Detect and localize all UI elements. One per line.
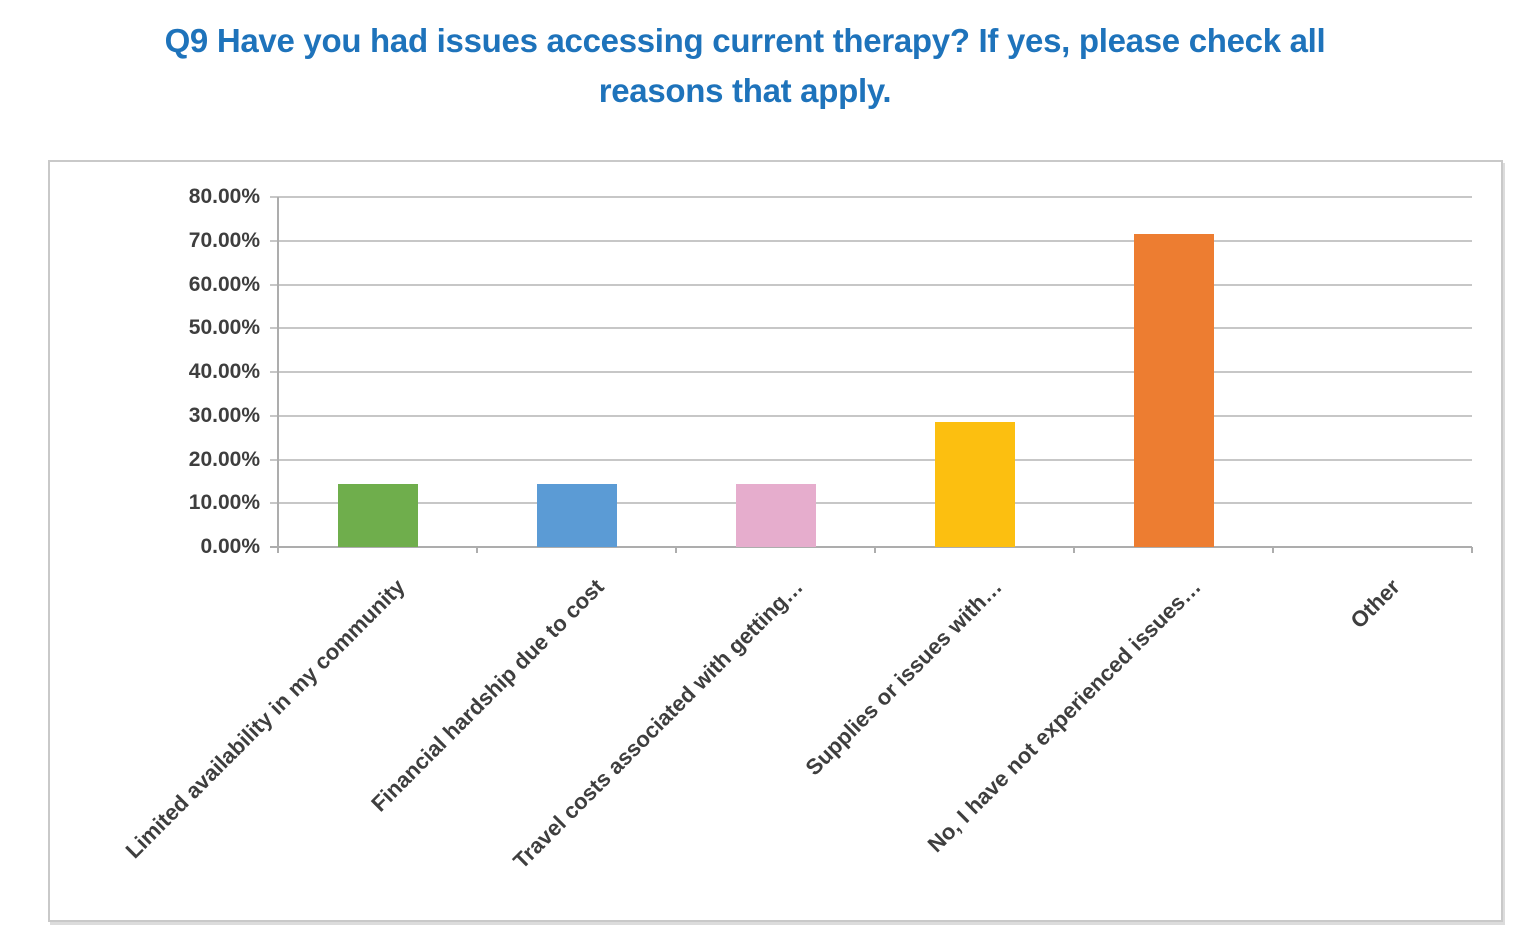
y-tick-label: 30.00% [188,403,260,427]
x-axis-line [270,546,1472,548]
gridline [270,502,1472,505]
chart-title: Q9 Have you had issues accessing current… [0,16,1490,116]
bar [934,422,1015,547]
y-tick-label: 40.00% [188,360,260,383]
x-axis-tick [1272,547,1274,553]
y-axis-line [277,197,279,553]
x-axis-tick [675,547,677,553]
gridline [270,414,1472,417]
y-tick-label: 60.00% [188,272,260,296]
x-axis-tick [476,547,478,553]
bar [337,484,418,547]
bar [536,484,617,547]
y-tick-label: 20.00% [188,447,260,471]
gridline [270,196,1472,198]
y-tick-label: 80.00% [188,185,260,208]
bar [735,484,816,547]
gridline [270,283,1472,286]
x-category-label: Supplies or issues with… [800,574,1007,781]
gridline [270,371,1472,373]
x-category-label: Travel costs associated with getting… [507,574,808,874]
chart-title-line-2: reasons that apply. [598,72,892,109]
x-axis-tick [874,547,876,553]
chart-area: 80.00% 70.00% 60.00% 50.00% 40.00% 30.00% 20.0… [48,160,1503,922]
x-axis-tick [1471,547,1473,553]
y-tick-label: 50.00% [188,316,260,340]
x-category-label: No, I have not experienced issues… [922,574,1206,858]
gridline [270,458,1472,461]
x-category-label: Limited availability in my community [120,574,410,864]
chart-title-line-1: Q9 Have you had issues accessing current… [164,22,1326,59]
y-tick-label: 70.00% [188,228,260,252]
gridline [270,327,1472,330]
bar [1133,234,1214,547]
x-category-label: Other [1345,574,1405,634]
x-category-label: Financial hardship due to cost [365,574,609,817]
gridline [270,239,1472,242]
y-tick-label: 10.00% [188,491,260,515]
x-axis-tick [1073,547,1075,553]
y-tick-label: 0.00% [200,535,260,558]
